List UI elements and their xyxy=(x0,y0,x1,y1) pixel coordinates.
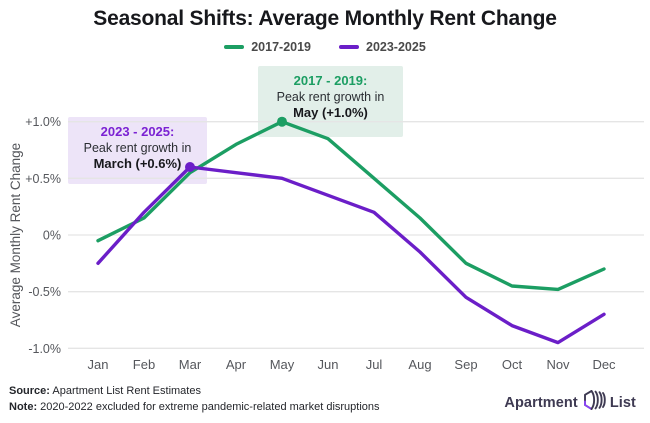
x-tick-label: Sep xyxy=(454,357,477,372)
x-tick-label: Nov xyxy=(546,357,570,372)
chart-title: Seasonal Shifts: Average Monthly Rent Ch… xyxy=(93,7,557,30)
x-tick-label: Aug xyxy=(408,357,431,372)
y-tick-label: -0.5% xyxy=(28,285,61,299)
footer-source-label: Source: xyxy=(9,385,50,397)
x-tick-label: Dec xyxy=(592,357,616,372)
y-tick-label: 0% xyxy=(43,229,61,243)
y-tick-label: -1.0% xyxy=(28,342,61,356)
apartment-list-logo: Apartment List xyxy=(504,389,636,416)
footer-source-line: Source: Apartment List Rent Estimates xyxy=(9,383,380,399)
x-tick-label: Feb xyxy=(133,357,155,372)
annotation-peak-2017-2019: May (+1.0%) xyxy=(293,105,368,120)
x-tick-label: Jul xyxy=(366,357,383,372)
annotation-title-2017-2019: 2017 - 2019: xyxy=(293,73,368,88)
y-axis-title: Average Monthly Rent Change xyxy=(8,143,23,327)
footer-note-line: Note: 2020-2022 excluded for extreme pan… xyxy=(9,399,380,415)
y-tick-label: +0.5% xyxy=(25,172,61,186)
footer-notes: Source: Apartment List Rent Estimates No… xyxy=(9,383,380,415)
series-line-2023-2025 xyxy=(96,165,606,345)
legend-item-2023-2025: 2023-2025 xyxy=(339,40,426,54)
x-tick-label: Jan xyxy=(88,357,109,372)
annotation-2017-2019: 2017 - 2019: Peak rent growth in May (+1… xyxy=(258,73,403,121)
legend-label-2017-2019: 2017-2019 xyxy=(251,40,311,54)
footer-note-label: Note: xyxy=(9,401,38,413)
x-tick-label: Mar xyxy=(179,357,202,372)
logo-word-list: List xyxy=(609,394,636,411)
footer-source-text: Apartment List Rent Estimates xyxy=(49,385,201,397)
legend-label-2023-2025: 2023-2025 xyxy=(366,40,426,54)
series-line-2017-2019 xyxy=(96,120,606,292)
y-tick-label: +1.0% xyxy=(25,115,61,129)
annotation-body-2023-2025: Peak rent growth in xyxy=(83,141,192,155)
x-tick-label: Jun xyxy=(318,357,339,372)
x-tick-label: Apr xyxy=(226,357,247,372)
peak-dot-2017-2019 xyxy=(277,116,287,127)
annotation-peak-2023-2025: March (+0.6%) xyxy=(93,156,182,171)
logo-word-apartment: Apartment xyxy=(504,394,578,411)
annotation-body-2017-2019: Peak rent growth in xyxy=(276,90,385,104)
x-tick-label: May xyxy=(270,357,295,372)
peak-dot-2023-2025 xyxy=(185,162,195,172)
annotation-2023-2025: 2023 - 2025: Peak rent growth in March (… xyxy=(68,124,207,172)
chart-area: +1.0% +0.5% 0% -0.5% -1.0% Jan Feb Mar Apr May Jun… xyxy=(0,58,650,380)
apartment-list-door-icon xyxy=(582,389,606,416)
footer-note-text: 2020-2022 excluded for extreme pandemic-… xyxy=(37,401,380,413)
x-tick-label: Oct xyxy=(502,357,523,372)
legend-item-2017-2019: 2017-2019 xyxy=(224,40,311,54)
annotation-title-2023-2025: 2023 - 2025: xyxy=(100,124,175,139)
legend-swatch-purple xyxy=(339,45,359,49)
legend: 2017-2019 2023-2025 xyxy=(0,40,650,54)
legend-swatch-green xyxy=(224,45,245,49)
chart-svg: +1.0% +0.5% 0% -0.5% -1.0% Jan Feb Mar Apr May Jun… xyxy=(8,115,644,372)
